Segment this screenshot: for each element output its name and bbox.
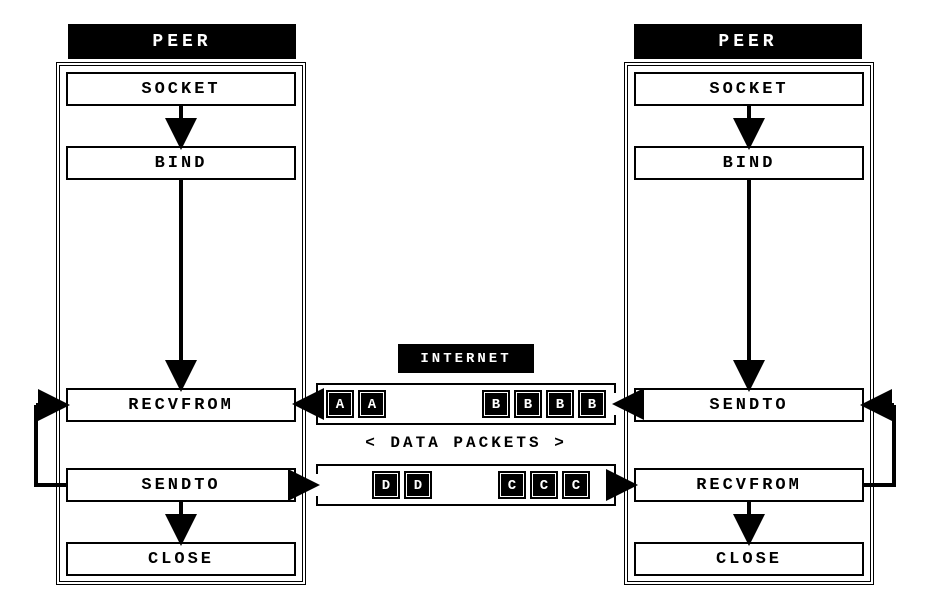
left-step-bind: BIND [66,146,296,180]
left-step-socket: SOCKET [66,72,296,106]
left-peer-header: PEER [68,24,296,59]
left-step-recvfrom: RECVFROM [66,388,296,422]
right-step-bind: BIND [634,146,864,180]
right-step-sendto: SENDTO [634,388,864,422]
left-step-close: CLOSE [66,542,296,576]
right-peer-header: PEER [634,24,862,59]
packet-b: B [578,390,606,418]
left-peer-outline [56,62,306,585]
packet-a: A [358,390,386,418]
packet-c: C [562,471,590,499]
data-packets-label: < DATA PACKETS > [316,434,616,452]
packet-d: D [404,471,432,499]
right-step-socket: SOCKET [634,72,864,106]
packet-c: C [498,471,526,499]
packet-b: B [482,390,510,418]
right-step-recvfrom: RECVFROM [634,468,864,502]
left-step-sendto: SENDTO [66,468,296,502]
internet-header: INTERNET [398,344,534,373]
right-peer-outline [624,62,874,585]
packet-a: A [326,390,354,418]
packet-b: B [514,390,542,418]
right-step-close: CLOSE [634,542,864,576]
packet-c: C [530,471,558,499]
packet-d: D [372,471,400,499]
packet-b: B [546,390,574,418]
